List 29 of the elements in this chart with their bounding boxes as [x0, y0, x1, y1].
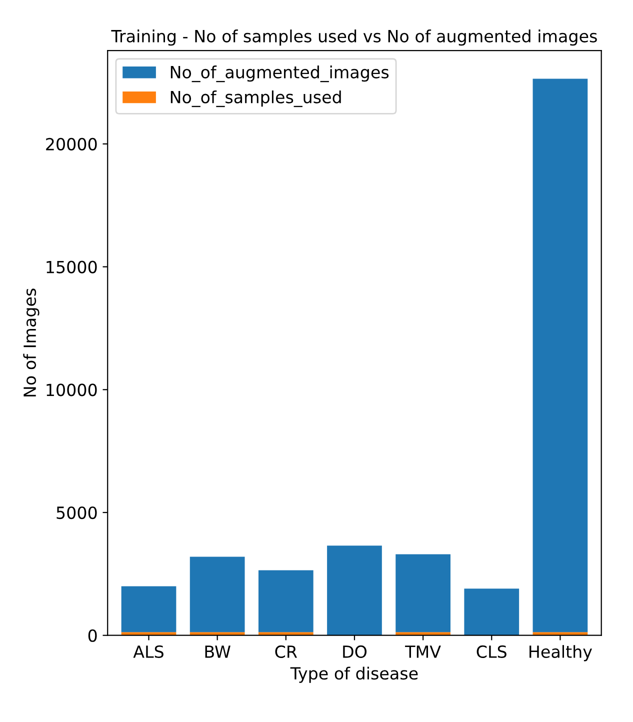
x-tick-label: ALS	[133, 645, 164, 658]
x-tick-label: BW	[205, 646, 230, 658]
bar	[396, 554, 450, 632]
y-tick-label: 5000	[56, 506, 97, 520]
x-axis-title: Type of disease	[290, 666, 418, 683]
bar	[327, 546, 382, 636]
x-tick-label: TMV	[405, 646, 441, 658]
bar	[258, 570, 314, 632]
bar	[190, 632, 245, 636]
x-tick-label: Healthy	[530, 645, 592, 662]
bar	[121, 632, 176, 636]
bar	[532, 78, 588, 632]
bar	[396, 632, 450, 636]
y-axis-title: No of Images	[23, 288, 40, 396]
x-tick-label: DO	[343, 645, 367, 658]
bar	[464, 588, 520, 636]
bar	[121, 586, 176, 632]
legend-label: No_of_augmented_images	[170, 66, 389, 82]
y-tick-label: 10000	[46, 384, 97, 396]
legend-label: No_of_samples_used	[170, 90, 341, 108]
x-tick-label: CLS	[476, 645, 506, 658]
bar	[190, 556, 245, 632]
x-tick-label: CR	[275, 645, 298, 658]
y-tick-label: 0	[88, 629, 97, 642]
y-tick-label: 20000	[46, 138, 97, 150]
bar	[258, 632, 314, 636]
bar	[532, 632, 588, 636]
chart-title: Training - No of samples used vs No of augmented images	[111, 30, 597, 46]
y-tick-label: 15000	[46, 260, 97, 274]
